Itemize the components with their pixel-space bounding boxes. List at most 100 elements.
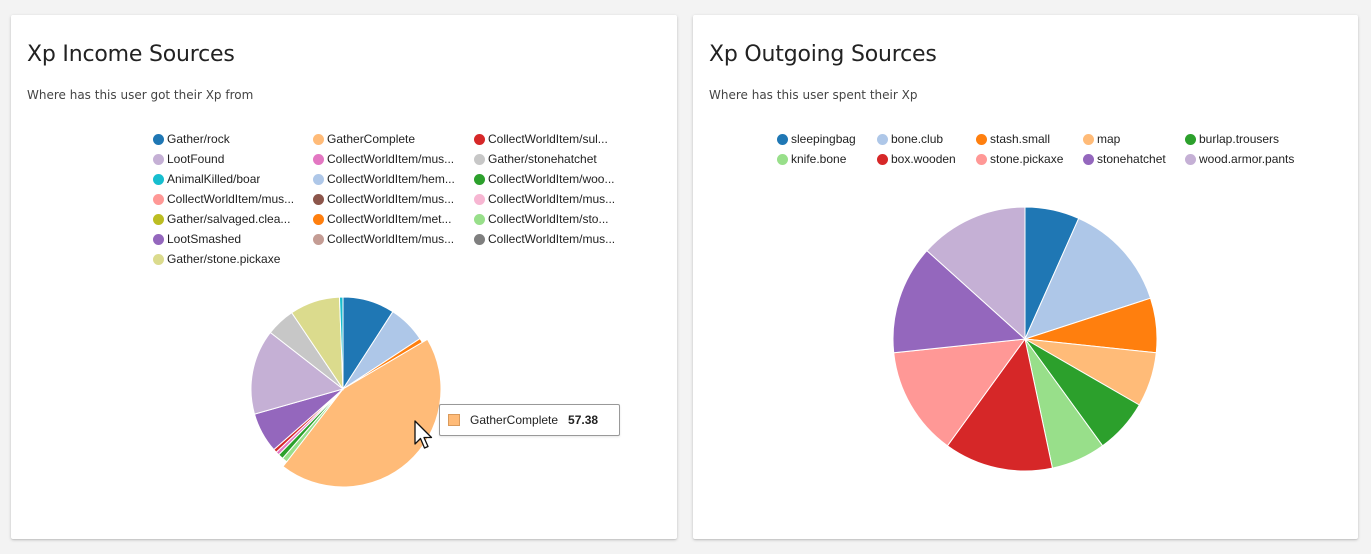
pie-slice-animalkilled-boar[interactable] bbox=[338, 296, 344, 390]
legend-item-collectworlditem-sul[interactable]: CollectWorldItem/sul... bbox=[474, 131, 624, 147]
legend-item-collectworlditem-mus[interactable]: CollectWorldItem/mus... bbox=[313, 231, 465, 247]
pie-slice-box-wooden[interactable] bbox=[946, 337, 1054, 472]
legend-color-dot bbox=[313, 153, 324, 165]
legend-color-dot bbox=[1185, 133, 1196, 145]
pie-slice-stonehatchet[interactable] bbox=[892, 249, 1027, 354]
legend-color-dot bbox=[153, 133, 164, 145]
legend-label: stone.pickaxe bbox=[990, 152, 1064, 166]
legend-item-map[interactable]: map bbox=[1083, 131, 1183, 147]
legend-label: sleepingbag bbox=[791, 132, 856, 146]
pie-slice-bone-club[interactable] bbox=[1024, 217, 1152, 340]
outgoing-pie-chart[interactable] bbox=[890, 204, 1160, 474]
legend-label: CollectWorldItem/met... bbox=[327, 212, 452, 226]
outgoing-title: Xp Outgoing Sources bbox=[709, 42, 937, 67]
legend-label: GatherComplete bbox=[327, 132, 416, 146]
legend-label: wood.armor.pants bbox=[1199, 152, 1295, 166]
legend-item-sleepingbag[interactable]: sleepingbag bbox=[777, 131, 875, 147]
legend-item-bone-club[interactable]: bone.club bbox=[877, 131, 975, 147]
legend-item-collectworlditem-mus[interactable]: CollectWorldItem/mus... bbox=[313, 191, 465, 207]
legend-item-animalkilled-boar[interactable]: AnimalKilled/boar bbox=[153, 171, 305, 187]
legend-label: LootSmashed bbox=[167, 232, 242, 246]
legend-label: CollectWorldItem/mus... bbox=[327, 232, 455, 246]
legend-label: bone.club bbox=[891, 132, 944, 146]
tooltip-label: GatherComplete bbox=[470, 413, 559, 427]
legend-label: map bbox=[1097, 132, 1121, 146]
legend-color-dot bbox=[313, 133, 324, 145]
legend-item-collectworlditem-mus[interactable]: CollectWorldItem/mus... bbox=[153, 191, 305, 207]
legend-label: stash.small bbox=[990, 132, 1051, 146]
legend-color-dot bbox=[474, 133, 485, 145]
legend-item-lootsmashed[interactable]: LootSmashed bbox=[153, 231, 305, 247]
tooltip-color-swatch bbox=[448, 414, 460, 426]
legend-label: CollectWorldItem/sto... bbox=[488, 212, 609, 226]
legend-color-dot bbox=[777, 153, 788, 165]
legend-label: CollectWorldItem/hem... bbox=[327, 172, 455, 186]
legend-label: CollectWorldItem/mus... bbox=[167, 192, 295, 206]
pie-slice-wood-armor-pants[interactable] bbox=[926, 206, 1026, 341]
income-title: Xp Income Sources bbox=[27, 42, 235, 67]
legend-label: CollectWorldItem/sul... bbox=[488, 132, 608, 146]
legend-label: LootFound bbox=[167, 152, 225, 166]
legend-item-gathercomplete[interactable]: GatherComplete bbox=[313, 131, 465, 147]
legend-item-box-wooden[interactable]: box.wooden bbox=[877, 151, 975, 167]
legend-item-gather-salvaged-clea[interactable]: Gather/salvaged.clea... bbox=[153, 211, 305, 227]
legend-item-collectworlditem-woo[interactable]: CollectWorldItem/woo... bbox=[474, 171, 624, 187]
legend-label: Gather/salvaged.clea... bbox=[167, 212, 291, 226]
mouse-pointer-icon bbox=[414, 420, 433, 449]
legend-item-knife-bone[interactable]: knife.bone bbox=[777, 151, 875, 167]
legend-label: CollectWorldItem/mus... bbox=[327, 192, 455, 206]
legend-color-dot bbox=[474, 173, 485, 185]
legend-label: burlap.trousers bbox=[1199, 132, 1280, 146]
legend-color-dot bbox=[153, 253, 164, 265]
income-tooltip: GatherComplete 57.38 bbox=[439, 404, 620, 436]
legend-item-collectworlditem-mus[interactable]: CollectWorldItem/mus... bbox=[474, 231, 624, 247]
pie-slice-lootfound[interactable] bbox=[250, 331, 345, 415]
pie-slice-gathercomplete[interactable] bbox=[282, 338, 442, 488]
legend-item-collectworlditem-mus[interactable]: CollectWorldItem/mus... bbox=[474, 191, 624, 207]
legend-item-gather-stone-pickaxe[interactable]: Gather/stone.pickaxe bbox=[153, 251, 305, 267]
legend-color-dot bbox=[1185, 153, 1196, 165]
legend-color-dot bbox=[153, 233, 164, 245]
legend-label: knife.bone bbox=[791, 152, 847, 166]
legend-item-collectworlditem-sto[interactable]: CollectWorldItem/sto... bbox=[474, 211, 624, 227]
pie-slice-stone-pickaxe[interactable] bbox=[893, 338, 1027, 447]
legend-item-lootfound[interactable]: LootFound bbox=[153, 151, 305, 167]
legend-label: Gather/rock bbox=[167, 132, 230, 146]
legend-label: box.wooden bbox=[891, 152, 956, 166]
legend-item-stash-small[interactable]: stash.small bbox=[976, 131, 1081, 147]
legend-color-dot bbox=[877, 153, 888, 165]
income-card: Xp Income Sources Where has this user go… bbox=[11, 15, 677, 539]
legend-color-dot bbox=[976, 133, 987, 145]
legend-color-dot bbox=[313, 213, 324, 225]
legend-color-dot bbox=[153, 173, 164, 185]
legend-color-dot bbox=[313, 173, 324, 185]
legend-color-dot bbox=[474, 213, 485, 225]
legend-item-wood-armor-pants[interactable]: wood.armor.pants bbox=[1185, 151, 1300, 167]
legend-color-dot bbox=[777, 133, 788, 145]
legend-label: Gather/stone.pickaxe bbox=[167, 252, 281, 266]
legend-color-dot bbox=[474, 233, 485, 245]
legend-label: CollectWorldItem/mus... bbox=[488, 192, 616, 206]
income-subtitle: Where has this user got their Xp from bbox=[27, 88, 254, 102]
tooltip-value: 57.38 bbox=[568, 413, 599, 427]
legend-item-gather-rock[interactable]: Gather/rock bbox=[153, 131, 305, 147]
legend-color-dot bbox=[153, 153, 164, 165]
outgoing-card: Xp Outgoing Sources Where has this user … bbox=[693, 15, 1358, 539]
legend-color-dot bbox=[153, 213, 164, 225]
legend-color-dot bbox=[153, 193, 164, 205]
legend-color-dot bbox=[474, 193, 485, 205]
legend-label: stonehatchet bbox=[1097, 152, 1166, 166]
legend-item-collectworlditem-hem[interactable]: CollectWorldItem/hem... bbox=[313, 171, 465, 187]
legend-item-collectworlditem-met[interactable]: CollectWorldItem/met... bbox=[313, 211, 465, 227]
outgoing-subtitle: Where has this user spent their Xp bbox=[709, 88, 918, 102]
legend-item-burlap-trousers[interactable]: burlap.trousers bbox=[1185, 131, 1300, 147]
legend-item-gather-stonehatchet[interactable]: Gather/stonehatchet bbox=[474, 151, 624, 167]
legend-item-stonehatchet[interactable]: stonehatchet bbox=[1083, 151, 1183, 167]
legend-item-collectworlditem-mus[interactable]: CollectWorldItem/mus... bbox=[313, 151, 465, 167]
legend-label: CollectWorldItem/mus... bbox=[327, 152, 455, 166]
legend-label: AnimalKilled/boar bbox=[167, 172, 261, 186]
income-pie-chart[interactable] bbox=[233, 279, 453, 499]
legend-label: CollectWorldItem/woo... bbox=[488, 172, 615, 186]
legend-item-stone-pickaxe[interactable]: stone.pickaxe bbox=[976, 151, 1081, 167]
legend-color-dot bbox=[313, 193, 324, 205]
